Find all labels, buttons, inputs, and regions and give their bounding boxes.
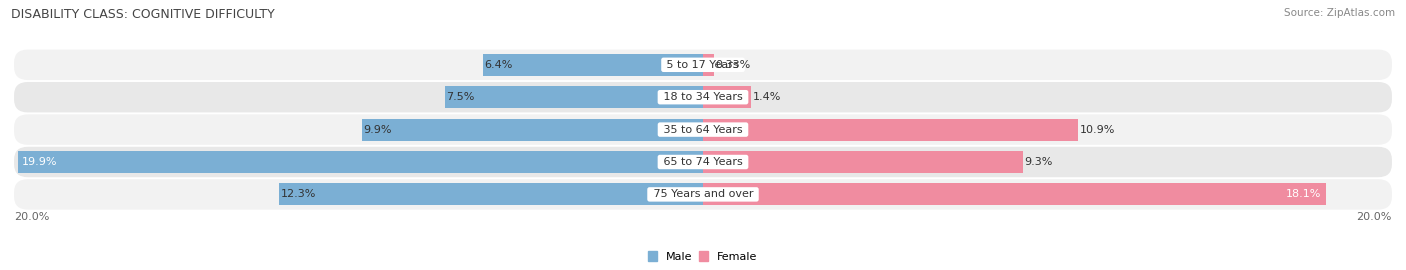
FancyBboxPatch shape	[14, 50, 1392, 80]
Bar	[444, 86, 703, 108]
FancyBboxPatch shape	[14, 179, 1392, 210]
FancyBboxPatch shape	[14, 114, 1392, 145]
Text: 65 to 74 Years: 65 to 74 Years	[659, 157, 747, 167]
Text: 0.33%: 0.33%	[716, 60, 751, 70]
Bar	[703, 151, 1024, 173]
Text: 20.0%: 20.0%	[14, 212, 49, 222]
Text: 5 to 17 Years: 5 to 17 Years	[664, 60, 742, 70]
Text: 9.9%: 9.9%	[363, 124, 392, 135]
Legend: Male, Female: Male, Female	[644, 247, 762, 266]
Bar	[482, 54, 703, 76]
Text: 18 to 34 Years: 18 to 34 Years	[659, 92, 747, 102]
Bar	[361, 119, 703, 141]
Bar	[703, 119, 1078, 141]
Text: 6.4%: 6.4%	[484, 60, 512, 70]
Bar	[17, 151, 703, 173]
Text: 12.3%: 12.3%	[281, 189, 316, 200]
FancyBboxPatch shape	[14, 82, 1392, 112]
Text: 9.3%: 9.3%	[1025, 157, 1053, 167]
Text: 75 Years and over: 75 Years and over	[650, 189, 756, 200]
Text: 18.1%: 18.1%	[1286, 189, 1322, 200]
Text: Source: ZipAtlas.com: Source: ZipAtlas.com	[1284, 8, 1395, 18]
Text: DISABILITY CLASS: COGNITIVE DIFFICULTY: DISABILITY CLASS: COGNITIVE DIFFICULTY	[11, 8, 276, 21]
Text: 10.9%: 10.9%	[1080, 124, 1115, 135]
Bar	[703, 54, 714, 76]
Text: 1.4%: 1.4%	[752, 92, 780, 102]
Bar	[703, 183, 1326, 205]
Bar	[280, 183, 703, 205]
Text: 35 to 64 Years: 35 to 64 Years	[659, 124, 747, 135]
Bar	[703, 86, 751, 108]
Text: 19.9%: 19.9%	[22, 157, 58, 167]
Text: 7.5%: 7.5%	[446, 92, 474, 102]
Text: 20.0%: 20.0%	[1357, 212, 1392, 222]
FancyBboxPatch shape	[14, 147, 1392, 177]
